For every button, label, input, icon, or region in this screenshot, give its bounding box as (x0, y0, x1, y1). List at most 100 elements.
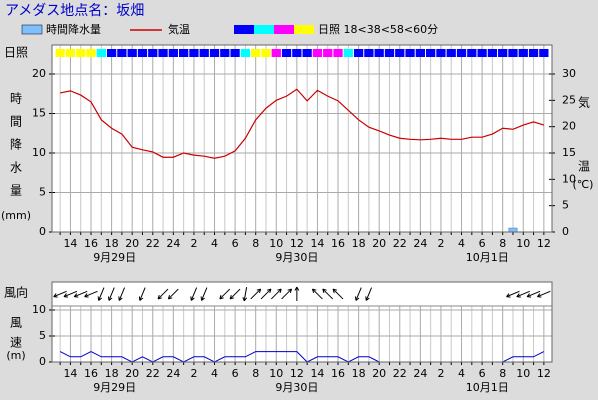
sunshine-cell (106, 49, 117, 57)
sunshine-cell (446, 49, 456, 57)
y-tick-label: 10 (32, 146, 46, 159)
x-tick-label: 8 (499, 367, 506, 380)
sunshine-cell (456, 49, 467, 57)
arrow-head (322, 288, 325, 294)
arrow-head (279, 288, 282, 294)
y-tick-label: 10 (32, 303, 46, 316)
arrow-head (73, 293, 78, 297)
sunshine-cell (292, 49, 302, 57)
y-axis-label: 時間降水量 (9, 92, 23, 207)
x-tick-label: 12 (537, 367, 551, 380)
arrow-shaft (537, 290, 551, 298)
wind-arrow (516, 290, 530, 298)
x-tick-label: 10 (516, 367, 530, 380)
x-tick-label: 16 (84, 367, 98, 380)
x-tick-label: 14 (63, 237, 77, 250)
arrow-head (219, 297, 224, 300)
wind-arrow (270, 288, 282, 300)
x-tick-label: 4 (211, 237, 218, 250)
arrow-shaft (332, 288, 344, 300)
sunshine-cell (323, 49, 333, 57)
arrow-head (256, 288, 261, 291)
arrow-head (201, 297, 205, 301)
arrow-shaft (516, 290, 530, 298)
y-tick-label: 20 (562, 120, 576, 133)
line (60, 88, 545, 159)
x-tick-label: 4 (458, 367, 465, 380)
arrow-head (190, 297, 195, 301)
x-tick-label: 18 (105, 237, 119, 250)
y-tick-label: 5 (562, 199, 569, 212)
legend-label: 時間降水量 (46, 22, 101, 36)
arrow-head (312, 288, 317, 291)
wind-arrow (506, 290, 520, 298)
y-axis-unit: (mm) (1, 209, 31, 222)
y-axis-unit: (m) (6, 349, 25, 362)
sunshine-cell (76, 49, 86, 57)
arrow-head (157, 294, 160, 300)
x-tick-label: 8 (252, 237, 259, 250)
sunshine-cell (127, 49, 137, 57)
arrow-head (526, 293, 530, 297)
sunshine-cell (96, 49, 106, 57)
arrow-shaft (63, 290, 78, 298)
sunshine-cell (477, 49, 487, 57)
arrow-shaft (190, 287, 198, 301)
wind-arrow (242, 287, 248, 302)
wind-arrow (365, 287, 373, 301)
wind-arrow (84, 290, 98, 298)
wind-arrow (260, 288, 272, 300)
wind-arrow (219, 288, 231, 300)
y-axis-label: 風速 (9, 316, 23, 356)
plot-area (52, 45, 552, 232)
arrow-shaft (157, 288, 169, 300)
arrow-head (53, 293, 57, 297)
date-label: 9月29日 (93, 381, 136, 394)
arrow-shaft (322, 288, 334, 300)
date-label: 9月29日 (93, 251, 136, 264)
arrow-head (139, 297, 144, 301)
x-tick-label: 14 (310, 367, 324, 380)
arrow-shaft (243, 287, 248, 301)
x-tick-label: 4 (211, 367, 218, 380)
sunshine-cell (86, 49, 96, 57)
sunshine-cell (436, 49, 446, 57)
arrow-head (296, 286, 300, 291)
sunshine-label: 日照 (4, 46, 28, 60)
sunshine-cell (395, 49, 405, 57)
wind-arrow (167, 288, 179, 300)
sunshine-cell (384, 49, 395, 57)
arrow-head (259, 288, 262, 294)
date-label: 10月1日 (466, 381, 509, 394)
wind-arrow (107, 287, 115, 301)
x-tick-label: 24 (413, 367, 427, 380)
arrow-shaft (139, 287, 146, 301)
x-tick-label: 2 (437, 237, 444, 250)
arrow-shaft (168, 288, 179, 300)
arrow-head (516, 293, 520, 297)
y-tick-label: 30 (562, 67, 576, 80)
wind-arrow (332, 288, 344, 300)
sunshine-cell (353, 49, 364, 57)
y-tick-label: 15 (562, 146, 576, 159)
x-tick-label: 20 (372, 367, 386, 380)
sunshine-cell (271, 49, 281, 57)
arrow-head (536, 293, 541, 297)
x-tick-label: 4 (458, 237, 465, 250)
sunshine-cell (374, 49, 384, 57)
x-tick-label: 22 (146, 237, 160, 250)
arrow-shaft (365, 287, 373, 301)
y-tick-label: 0 (39, 225, 46, 238)
y-tick-label: 0 (562, 225, 569, 238)
legend-swatch (274, 25, 294, 34)
arrow-head (365, 297, 370, 301)
legend-swatch (234, 25, 254, 34)
x-tick-label: 22 (146, 367, 160, 380)
sunshine-cell (230, 49, 240, 57)
legend-label: 気温 (168, 22, 190, 36)
x-tick-label: 8 (499, 237, 506, 250)
x-tick-label: 12 (290, 237, 304, 250)
x-tick-label: 6 (232, 367, 239, 380)
x-tick-label: 10 (269, 367, 283, 380)
